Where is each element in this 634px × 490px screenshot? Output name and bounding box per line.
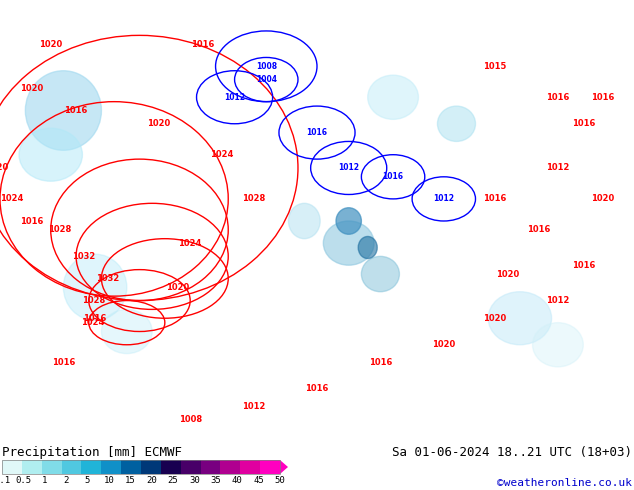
Ellipse shape xyxy=(25,71,101,150)
Text: 1012: 1012 xyxy=(547,164,569,172)
Ellipse shape xyxy=(361,256,399,292)
Text: 1020: 1020 xyxy=(496,270,519,278)
Ellipse shape xyxy=(437,106,476,142)
Polygon shape xyxy=(280,460,288,474)
Bar xyxy=(2,460,22,474)
Ellipse shape xyxy=(288,203,320,239)
Bar xyxy=(22,460,42,474)
Text: 1024: 1024 xyxy=(81,318,104,327)
Text: 50: 50 xyxy=(275,476,285,485)
Bar xyxy=(101,460,121,474)
Text: 1008: 1008 xyxy=(179,416,202,424)
Text: 1024: 1024 xyxy=(179,239,202,247)
Text: 0.5: 0.5 xyxy=(15,476,32,485)
Text: 1: 1 xyxy=(42,476,48,485)
Text: 1024: 1024 xyxy=(0,195,23,203)
Text: 1016: 1016 xyxy=(369,358,392,367)
Text: 1028: 1028 xyxy=(242,195,265,203)
Bar xyxy=(121,460,141,474)
Text: 1004: 1004 xyxy=(256,75,277,84)
Bar xyxy=(42,460,61,474)
Bar xyxy=(221,460,240,474)
Text: 10: 10 xyxy=(103,476,114,485)
Ellipse shape xyxy=(533,322,583,367)
Text: 1012: 1012 xyxy=(547,296,569,305)
Bar xyxy=(161,460,181,474)
Bar xyxy=(141,460,161,474)
Bar xyxy=(61,460,81,474)
Ellipse shape xyxy=(101,309,152,354)
Text: 1020: 1020 xyxy=(20,84,43,93)
Text: 45: 45 xyxy=(253,476,264,485)
Bar xyxy=(181,460,200,474)
Text: 1016: 1016 xyxy=(591,93,614,102)
Text: 1016: 1016 xyxy=(306,128,328,137)
Text: 1020: 1020 xyxy=(483,314,506,323)
Text: 40: 40 xyxy=(232,476,243,485)
Text: 1020: 1020 xyxy=(166,283,189,292)
Text: 1020: 1020 xyxy=(147,119,170,128)
Text: 1020: 1020 xyxy=(432,340,455,349)
Text: 1016: 1016 xyxy=(572,261,595,270)
Ellipse shape xyxy=(368,75,418,120)
Bar xyxy=(260,460,280,474)
Text: 1016: 1016 xyxy=(191,40,214,49)
Text: 1032: 1032 xyxy=(72,252,95,261)
Bar xyxy=(81,460,101,474)
Text: 1016: 1016 xyxy=(20,217,43,225)
Text: 5: 5 xyxy=(85,476,90,485)
Text: 30: 30 xyxy=(189,476,200,485)
Ellipse shape xyxy=(63,254,127,320)
Text: 1020: 1020 xyxy=(591,195,614,203)
Text: 1016: 1016 xyxy=(483,195,506,203)
Text: 1032: 1032 xyxy=(96,274,119,283)
Text: 35: 35 xyxy=(210,476,221,485)
Text: 1016: 1016 xyxy=(65,106,87,115)
Text: 1028: 1028 xyxy=(48,225,71,234)
Ellipse shape xyxy=(19,128,82,181)
Text: 1016: 1016 xyxy=(382,172,404,181)
Ellipse shape xyxy=(488,292,552,345)
Bar xyxy=(2,460,280,474)
Text: 1016: 1016 xyxy=(306,385,328,393)
Text: Sa 01-06-2024 18..21 UTC (18+03): Sa 01-06-2024 18..21 UTC (18+03) xyxy=(392,446,632,459)
Text: 1016: 1016 xyxy=(52,358,75,367)
Text: 1015: 1015 xyxy=(483,62,506,71)
Text: 20: 20 xyxy=(146,476,157,485)
Text: 1016: 1016 xyxy=(547,93,569,102)
Text: 1008: 1008 xyxy=(256,62,277,71)
Text: 1016: 1016 xyxy=(572,119,595,128)
Bar xyxy=(200,460,221,474)
Text: 1016: 1016 xyxy=(84,314,107,323)
Text: 2: 2 xyxy=(63,476,69,485)
Text: 0.1: 0.1 xyxy=(0,476,10,485)
Bar xyxy=(240,460,260,474)
Text: 1020: 1020 xyxy=(39,40,62,49)
Text: 1028: 1028 xyxy=(82,296,105,305)
Text: 1024: 1024 xyxy=(210,150,233,159)
Text: 1012: 1012 xyxy=(242,402,265,411)
Text: Precipitation [mm] ECMWF: Precipitation [mm] ECMWF xyxy=(2,446,182,459)
Text: ©weatheronline.co.uk: ©weatheronline.co.uk xyxy=(497,478,632,488)
Text: 1020: 1020 xyxy=(0,164,8,172)
Ellipse shape xyxy=(336,208,361,234)
Text: 1012: 1012 xyxy=(338,164,359,172)
Ellipse shape xyxy=(323,221,374,265)
Text: 1016: 1016 xyxy=(527,225,550,234)
Text: 1012: 1012 xyxy=(224,93,245,102)
Text: 25: 25 xyxy=(168,476,178,485)
Text: 1012: 1012 xyxy=(433,195,455,203)
Text: 15: 15 xyxy=(125,476,136,485)
Ellipse shape xyxy=(358,237,377,259)
